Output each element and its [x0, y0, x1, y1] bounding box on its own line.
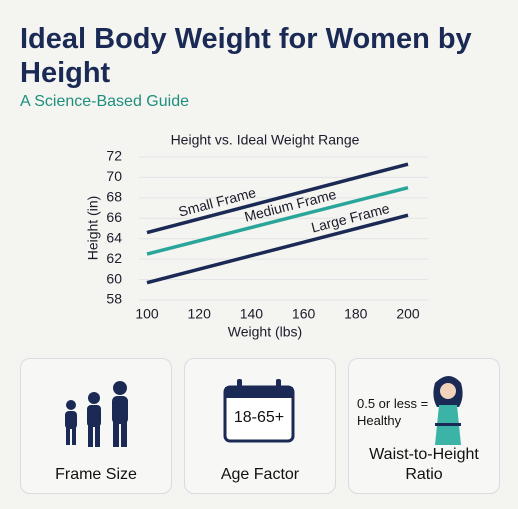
card: 18-65+ Age Factor [184, 358, 336, 494]
line [146, 185, 409, 256]
y-tick-label: 70 [106, 168, 122, 184]
x-axis-label: Weight (lbs) [228, 324, 302, 340]
chart: Height vs. Ideal Weight Range Weight (lb… [85, 132, 428, 340]
y-axis-label: Height (in) [85, 196, 101, 261]
card-label: Waist-to-Height Ratio [369, 446, 479, 483]
icon-text: 0.5 or less = Healthy [357, 396, 429, 428]
y-tick-label: 62 [106, 250, 122, 266]
y-tick-label: 72 [106, 148, 122, 164]
x-tick-label: 120 [188, 306, 212, 322]
card: 0.5 or less = Healthy Waist-to-Height Ra… [348, 358, 500, 494]
x-tick-label: 200 [396, 306, 420, 322]
line [146, 162, 409, 235]
y-tick-label: 58 [106, 291, 122, 307]
x-tick-label: 160 [292, 306, 316, 322]
y-tick-label: 60 [106, 270, 122, 286]
chart-title: Height vs. Ideal Weight Range [171, 132, 360, 148]
subtitle: A Science-Based Guide [20, 93, 189, 110]
y-tick-label: 66 [106, 209, 122, 225]
title: Ideal Body Weight for Women by Height [20, 23, 472, 89]
card-label: Age Factor [220, 466, 300, 483]
line [146, 213, 409, 285]
card: Frame Size [20, 358, 172, 494]
card-label: Frame Size [55, 466, 137, 483]
icon-calendar [223, 379, 295, 443]
y-tick-label: 64 [106, 229, 122, 245]
x-tick-label: 140 [240, 306, 264, 322]
icon-people [65, 381, 128, 447]
icon-text: 18-65+ [233, 409, 285, 426]
y-tick-label: 68 [106, 189, 122, 205]
icon-woman [433, 376, 463, 445]
x-tick-label: 180 [344, 306, 368, 322]
x-tick-label: 100 [135, 306, 159, 322]
